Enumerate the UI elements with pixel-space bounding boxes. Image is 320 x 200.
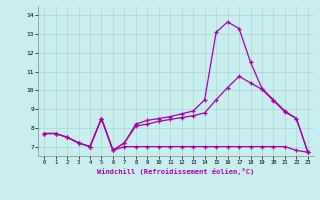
X-axis label: Windchill (Refroidissement éolien,°C): Windchill (Refroidissement éolien,°C) xyxy=(97,168,255,175)
